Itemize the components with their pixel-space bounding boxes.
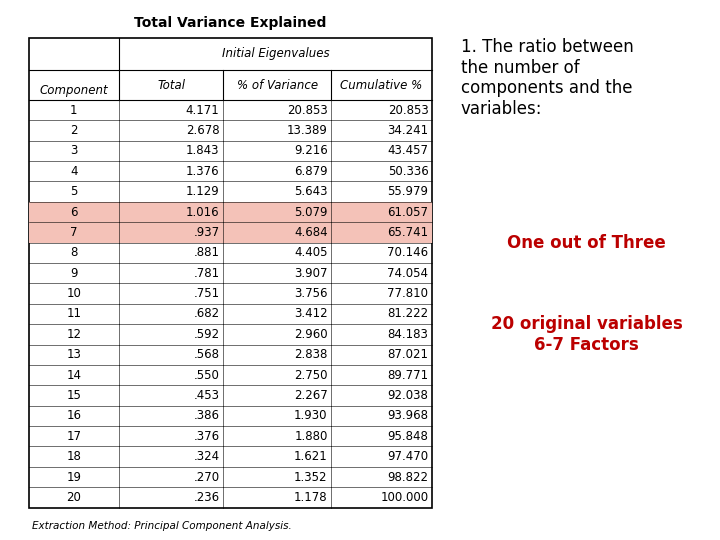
- Text: Total Variance Explained: Total Variance Explained: [134, 16, 327, 30]
- Text: 2.678: 2.678: [186, 124, 220, 137]
- Text: 84.183: 84.183: [387, 328, 428, 341]
- Bar: [29, 38, 432, 508]
- Text: 20 original variables
6-7 Factors: 20 original variables 6-7 Factors: [491, 315, 683, 354]
- Text: .386: .386: [194, 409, 220, 422]
- Text: 4.684: 4.684: [294, 226, 328, 239]
- Text: 1.930: 1.930: [294, 409, 328, 422]
- Text: 8: 8: [70, 246, 78, 259]
- Text: Initial Eigenvalues: Initial Eigenvalues: [222, 48, 329, 60]
- Text: 4: 4: [70, 165, 78, 178]
- Text: 2.838: 2.838: [294, 348, 328, 361]
- Text: 1.376: 1.376: [186, 165, 220, 178]
- Text: .781: .781: [194, 267, 220, 280]
- Text: 2.750: 2.750: [294, 369, 328, 382]
- Text: 81.222: 81.222: [387, 307, 428, 320]
- Text: 20.853: 20.853: [287, 104, 328, 117]
- Text: Total: Total: [157, 78, 185, 92]
- Text: 19: 19: [66, 470, 81, 483]
- Text: 70.146: 70.146: [387, 246, 428, 259]
- Text: 74.054: 74.054: [387, 267, 428, 280]
- Text: 97.470: 97.470: [387, 450, 428, 463]
- Text: 16: 16: [66, 409, 81, 422]
- Text: 89.771: 89.771: [387, 369, 428, 382]
- Text: 1.621: 1.621: [294, 450, 328, 463]
- Text: 61.057: 61.057: [387, 206, 428, 219]
- Text: .937: .937: [194, 226, 220, 239]
- Text: 3.412: 3.412: [294, 307, 328, 320]
- Text: 50.336: 50.336: [387, 165, 428, 178]
- Text: 11: 11: [66, 307, 81, 320]
- Text: 1.016: 1.016: [186, 206, 220, 219]
- Text: .550: .550: [194, 369, 220, 382]
- Text: .236: .236: [194, 491, 220, 504]
- Text: 1.178: 1.178: [294, 491, 328, 504]
- Text: 20.853: 20.853: [387, 104, 428, 117]
- Text: 18: 18: [66, 450, 81, 463]
- Text: 87.021: 87.021: [387, 348, 428, 361]
- Text: 9.216: 9.216: [294, 144, 328, 157]
- Text: 5: 5: [70, 185, 78, 198]
- Text: 100.000: 100.000: [380, 491, 428, 504]
- Text: 6.879: 6.879: [294, 165, 328, 178]
- Text: Cumulative %: Cumulative %: [341, 78, 423, 92]
- Text: .881: .881: [194, 246, 220, 259]
- Text: 2.960: 2.960: [294, 328, 328, 341]
- Text: 95.848: 95.848: [387, 430, 428, 443]
- Bar: [29, 222, 432, 242]
- Text: One out of Three: One out of Three: [508, 234, 666, 252]
- Text: 20: 20: [66, 491, 81, 504]
- Text: .324: .324: [194, 450, 220, 463]
- Text: 5.079: 5.079: [294, 206, 328, 219]
- Text: 14: 14: [66, 369, 81, 382]
- Text: 98.822: 98.822: [387, 470, 428, 483]
- Bar: [29, 202, 432, 222]
- Text: .270: .270: [194, 470, 220, 483]
- Text: .376: .376: [194, 430, 220, 443]
- Text: 34.241: 34.241: [387, 124, 428, 137]
- Text: 1.880: 1.880: [294, 430, 328, 443]
- Text: 9: 9: [70, 267, 78, 280]
- Text: .453: .453: [194, 389, 220, 402]
- Text: 15: 15: [66, 389, 81, 402]
- Text: .751: .751: [194, 287, 220, 300]
- Text: 5.643: 5.643: [294, 185, 328, 198]
- Text: 12: 12: [66, 328, 81, 341]
- Text: 3: 3: [70, 144, 78, 157]
- Text: 92.038: 92.038: [387, 389, 428, 402]
- Text: 1. The ratio between
the number of
components and the
variables:: 1. The ratio between the number of compo…: [461, 38, 634, 118]
- Text: .592: .592: [194, 328, 220, 341]
- Text: 3.907: 3.907: [294, 267, 328, 280]
- Text: % of Variance: % of Variance: [237, 78, 318, 92]
- Text: 2: 2: [70, 124, 78, 137]
- Text: 1.129: 1.129: [186, 185, 220, 198]
- Text: 13: 13: [66, 348, 81, 361]
- Text: 10: 10: [66, 287, 81, 300]
- Text: 1.352: 1.352: [294, 470, 328, 483]
- Text: 93.968: 93.968: [387, 409, 428, 422]
- Text: 43.457: 43.457: [387, 144, 428, 157]
- Text: 2.267: 2.267: [294, 389, 328, 402]
- Text: 1.843: 1.843: [186, 144, 220, 157]
- Text: 7: 7: [70, 226, 78, 239]
- Text: .682: .682: [194, 307, 220, 320]
- Text: 13.389: 13.389: [287, 124, 328, 137]
- Text: 77.810: 77.810: [387, 287, 428, 300]
- Text: .568: .568: [194, 348, 220, 361]
- Text: Component: Component: [40, 84, 108, 97]
- Text: 55.979: 55.979: [387, 185, 428, 198]
- Text: 3.756: 3.756: [294, 287, 328, 300]
- Text: 4.405: 4.405: [294, 246, 328, 259]
- Text: 1: 1: [70, 104, 78, 117]
- Text: 6: 6: [70, 206, 78, 219]
- Text: 4.171: 4.171: [186, 104, 220, 117]
- Text: Extraction Method: Principal Component Analysis.: Extraction Method: Principal Component A…: [32, 521, 292, 531]
- Text: 17: 17: [66, 430, 81, 443]
- Text: 65.741: 65.741: [387, 226, 428, 239]
